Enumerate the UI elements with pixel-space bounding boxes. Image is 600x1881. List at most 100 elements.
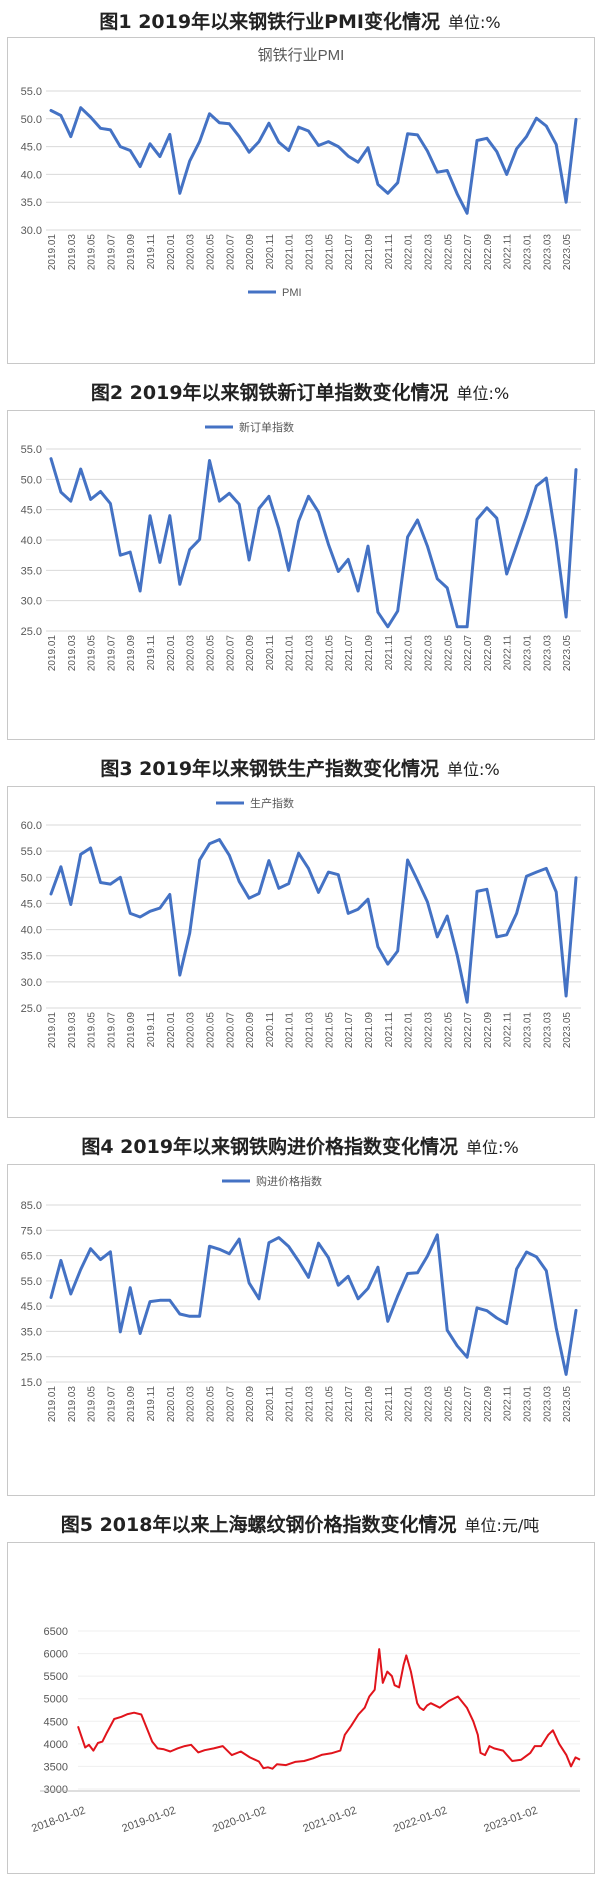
data-point [520,1759,522,1761]
data-point [565,616,567,618]
data-point [386,1671,388,1673]
data-point [163,1748,165,1750]
data-point [446,587,448,589]
x-tick-label: 2020.07 [225,234,236,271]
figure-3-unit: 单位:% [447,760,500,779]
y-tick-label: 50.0 [21,872,42,884]
data-point [414,1689,416,1691]
x-tick-label: 2021.03 [305,635,316,672]
data-point [416,134,418,136]
x-tick-label: 2022.11 [503,1012,514,1048]
figure-4-title: 图4 2019年以来钢铁购进价格指数变化情况 单位:% [0,1132,600,1159]
x-tick-label: 2021.11 [384,635,395,671]
x-tick-label: 2022-01-02 [392,1805,449,1836]
data-point [575,1309,577,1311]
x-tick-label: 2023-01-02 [482,1805,539,1836]
data-point [535,871,537,873]
data-point [189,549,191,551]
x-tick-label: 2021.09 [364,1012,375,1049]
data-point [426,1255,428,1257]
x-tick-label: 2021.07 [344,635,355,672]
data-point [99,1258,101,1260]
data-point [240,1751,242,1753]
data-point [430,1702,432,1704]
y-tick-label: 30.0 [21,596,42,608]
y-tick-label: 15.0 [21,1377,42,1389]
data-point [565,995,567,997]
x-tick-label: 2022.01 [404,1012,415,1049]
data-point [140,1714,142,1716]
x-tick-label: 2019.09 [126,234,137,271]
data-point [525,875,527,877]
data-point [198,859,200,861]
y-tick-label: 3500 [44,1761,68,1773]
x-tick-label: 2020.09 [245,234,256,271]
legend-label: PMI [282,287,302,299]
series-line [49,457,578,629]
data-point [70,1293,72,1295]
data-point [506,573,508,575]
data-point [60,114,62,116]
x-tick-label: 2019.07 [106,1012,117,1049]
x-tick-label: 2021.01 [285,1386,296,1423]
x-tick-label: 2020.05 [205,1386,216,1423]
data-point [268,1242,270,1244]
data-point [294,1761,296,1763]
x-tick-label: 2022.09 [483,635,494,672]
data-point [70,903,72,905]
x-tick-label: 2023.01 [523,1386,534,1423]
x-tick-label: 2019.01 [47,1012,58,1049]
data-point [446,1329,448,1331]
new-orders-line-chart: 25.0 30.0 35.0 40.0 45.0 50.0 55.0 2019.01 2019.… [21,420,581,672]
data-point [535,485,537,487]
x-tick-label: 2022.01 [404,1386,415,1423]
data-point [97,1742,99,1744]
y-tick-label: 45.0 [21,505,42,517]
data-point [258,1298,260,1300]
chart-title: 钢铁行业PMI [258,47,345,64]
data-point [377,946,379,948]
data-point [248,151,250,153]
x-tick-label: 2019.03 [67,1012,78,1049]
x-tick-label: 2019-01-02 [120,1805,177,1836]
data-point [159,155,161,157]
data-point [268,859,270,861]
data-point [89,498,91,500]
y-tick-label: 65.0 [21,1251,42,1263]
data-point [534,1745,536,1747]
x-tick-label: 2019.09 [126,1012,137,1049]
x-tick-label: 2022.07 [463,1012,474,1049]
figure-5-title: 图5 2018年以来上海螺纹钢价格指数变化情况 单位:元/吨 [0,1510,600,1537]
data-point [228,123,230,125]
data-point [268,122,270,124]
data-point [177,1747,179,1749]
data-point [197,1751,199,1753]
data-point [317,511,319,513]
legend: 新订单指数 [205,420,294,434]
data-point [330,1752,332,1754]
data-point [476,890,478,892]
data-point [228,492,230,494]
data-point [285,1764,287,1766]
x-tick-label: 2020.03 [186,1012,197,1049]
x-tick-label: 2021.01 [285,635,296,672]
data-point [350,1725,352,1727]
data-point [397,1295,399,1297]
x-tick-label: 2021.07 [344,1386,355,1423]
data-point [268,495,270,497]
data-point [496,150,498,152]
data-point [317,144,319,146]
data-point [446,169,448,171]
figure-4-unit: 单位:% [466,1138,519,1157]
data-point [547,1734,549,1736]
data-point [101,1741,103,1743]
data-point [238,503,240,505]
data-point [486,137,488,139]
data-point [436,578,438,580]
data-point [525,1251,527,1253]
x-tick-label: 2021.11 [384,1386,395,1422]
y-tick-label: 60.0 [21,820,42,832]
data-point [545,477,547,479]
series-line [49,106,578,215]
x-tick-label: 2019.11 [146,1012,157,1048]
